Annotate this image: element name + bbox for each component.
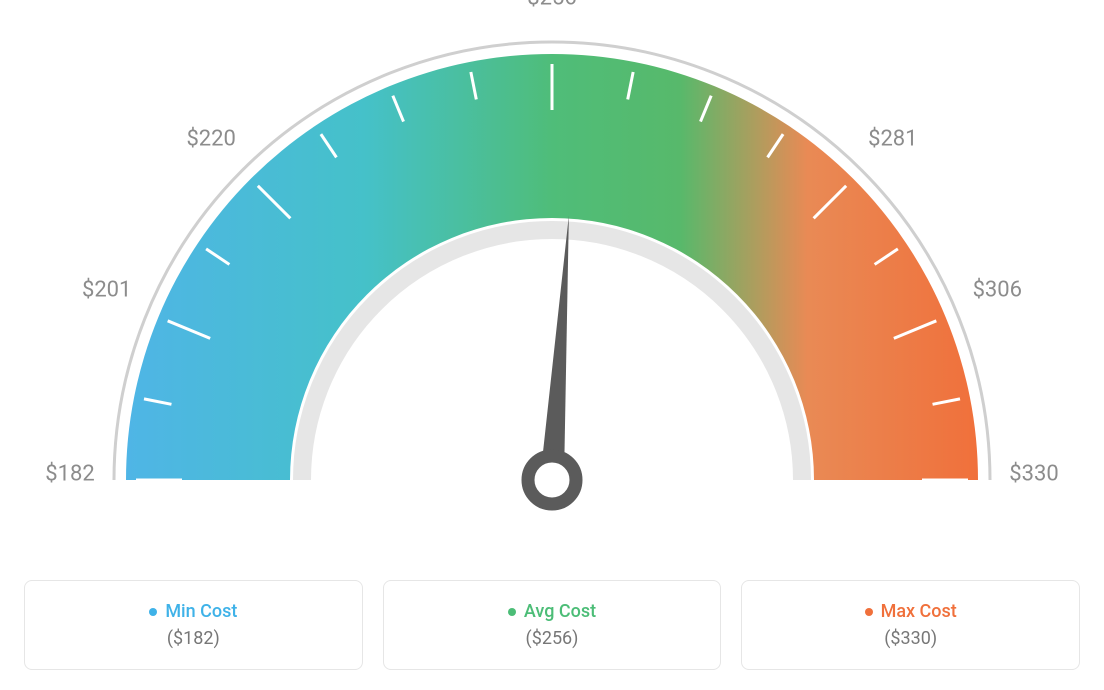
- legend-title: Min Cost: [149, 601, 237, 622]
- legend-label: Max Cost: [881, 601, 957, 622]
- min-cost-card: Min Cost ($182): [24, 580, 363, 670]
- gauge-tick-label: $306: [973, 277, 1022, 302]
- gauge-tick-label: $256: [527, 0, 576, 11]
- legend-title: Avg Cost: [508, 601, 596, 622]
- legend-dot: [149, 608, 157, 616]
- legend-row: Min Cost ($182) Avg Cost ($256) Max Cost ($33…: [0, 580, 1104, 670]
- gauge-tick-label: $220: [186, 127, 235, 152]
- gauge-needle-hub: [528, 456, 576, 504]
- legend-value: ($330): [884, 628, 937, 649]
- gauge-needle: [540, 216, 569, 481]
- gauge-tick-label: $182: [45, 462, 94, 487]
- legend-title: Max Cost: [865, 601, 957, 622]
- gauge-svg: [0, 0, 1104, 560]
- gauge-chart: $182 $201 $220 $256 $281 $306 $330: [0, 0, 1104, 560]
- gauge-tick-label: $201: [82, 277, 131, 302]
- gauge-tick-label: $330: [1009, 462, 1058, 487]
- legend-label: Min Cost: [165, 601, 237, 622]
- legend-value: ($182): [167, 628, 220, 649]
- avg-cost-card: Avg Cost ($256): [383, 580, 722, 670]
- max-cost-card: Max Cost ($330): [741, 580, 1080, 670]
- legend-value: ($256): [526, 628, 579, 649]
- legend-dot: [865, 608, 873, 616]
- legend-dot: [508, 608, 516, 616]
- legend-label: Avg Cost: [524, 601, 596, 622]
- gauge-tick-label: $281: [868, 127, 917, 152]
